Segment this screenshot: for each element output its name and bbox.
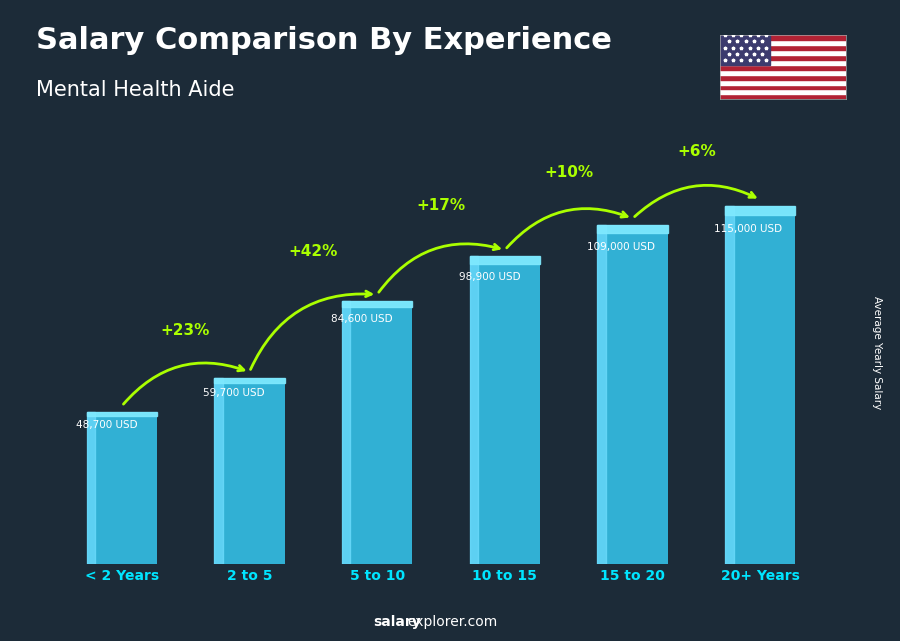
Bar <box>720 79 846 85</box>
Text: +17%: +17% <box>417 197 465 213</box>
Text: 98,900 USD: 98,900 USD <box>459 272 520 281</box>
Bar <box>725 206 796 564</box>
Bar <box>720 65 846 70</box>
Bar <box>720 94 846 99</box>
Bar <box>214 378 284 383</box>
Text: 109,000 USD: 109,000 USD <box>587 242 654 252</box>
Bar <box>86 412 94 564</box>
Bar <box>720 75 846 79</box>
Bar <box>470 256 478 564</box>
Bar <box>720 50 846 55</box>
Bar <box>720 85 846 90</box>
Bar <box>720 35 846 40</box>
Bar <box>720 45 846 50</box>
Bar <box>470 256 540 564</box>
Bar <box>214 378 222 564</box>
Bar <box>598 225 668 233</box>
Bar <box>725 206 734 564</box>
Bar <box>86 412 157 564</box>
Text: +23%: +23% <box>161 322 211 338</box>
Bar <box>342 301 412 307</box>
Bar <box>720 60 846 65</box>
Text: Mental Health Aide: Mental Health Aide <box>36 80 235 100</box>
Bar <box>342 301 350 564</box>
Bar <box>342 301 412 564</box>
Bar <box>598 225 668 564</box>
Bar <box>86 412 157 416</box>
Text: +10%: +10% <box>544 165 593 179</box>
Text: salary: salary <box>374 615 421 629</box>
Bar <box>470 256 540 264</box>
Text: +6%: +6% <box>677 144 716 160</box>
Bar <box>720 90 846 94</box>
Text: explorer.com: explorer.com <box>407 615 497 629</box>
Text: Average Yearly Salary: Average Yearly Salary <box>872 296 883 409</box>
Text: 59,700 USD: 59,700 USD <box>203 388 265 397</box>
Bar <box>720 35 770 65</box>
Bar <box>720 55 846 60</box>
Bar <box>725 206 796 215</box>
Text: 115,000 USD: 115,000 USD <box>715 224 782 234</box>
Text: Salary Comparison By Experience: Salary Comparison By Experience <box>36 26 612 54</box>
Text: 84,600 USD: 84,600 USD <box>331 314 392 324</box>
Text: +42%: +42% <box>289 244 338 259</box>
Bar <box>720 40 846 45</box>
Bar <box>720 70 846 75</box>
Text: 48,700 USD: 48,700 USD <box>76 420 138 430</box>
Bar <box>214 378 284 564</box>
Bar <box>598 225 606 564</box>
